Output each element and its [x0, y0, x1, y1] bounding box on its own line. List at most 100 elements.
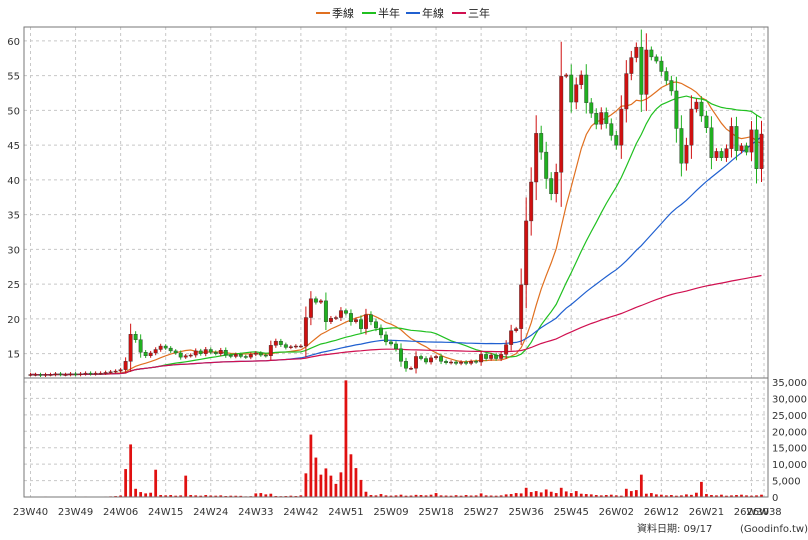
- volume-bar: [685, 494, 688, 497]
- candle-body: [123, 361, 128, 370]
- volume-bar: [619, 495, 623, 497]
- candle-body: [419, 356, 423, 359]
- volume-bar: [564, 491, 568, 497]
- candle-body: [504, 344, 509, 355]
- candle-body: [138, 339, 143, 353]
- candle-body: [544, 151, 549, 179]
- candle-body: [449, 361, 454, 364]
- candle-body: [579, 74, 584, 85]
- candle-body: [323, 300, 328, 322]
- volume-bar: [189, 495, 193, 497]
- candle-body: [699, 101, 704, 117]
- candle-body: [584, 74, 589, 103]
- x-tick-label: 26W30: [734, 507, 769, 518]
- volume-bar: [144, 493, 148, 497]
- volume-bar: [469, 495, 473, 497]
- candle-body: [278, 340, 283, 345]
- candle-body: [348, 313, 353, 322]
- candle-body: [148, 352, 153, 356]
- candle-body: [268, 345, 273, 356]
- volume-panel-frame: [23, 377, 769, 498]
- volume-bar: [454, 495, 458, 497]
- x-tick-label: 24W42: [283, 507, 318, 518]
- volume-bar: [134, 488, 138, 497]
- candle-body: [414, 356, 418, 369]
- volume-bar: [409, 495, 413, 497]
- candle-body: [519, 284, 524, 329]
- x-tick-label: 23W49: [58, 507, 93, 518]
- legend-label: 年線: [422, 6, 444, 20]
- candle-body: [534, 133, 539, 183]
- candle-body: [609, 123, 614, 136]
- candle-body: [634, 46, 639, 58]
- candle-body: [343, 310, 348, 314]
- volume-bar: [389, 495, 393, 497]
- volume-bar: [399, 494, 403, 497]
- volume-bar: [534, 491, 538, 497]
- candle-body: [409, 368, 413, 370]
- volume-bar: [154, 469, 158, 497]
- volume-bar: [414, 494, 418, 497]
- volume-bar: [459, 495, 463, 497]
- x-tick-label: 24W51: [328, 507, 363, 518]
- volume-bar: [604, 495, 608, 497]
- candle-body: [93, 372, 98, 375]
- volume-bar: [489, 495, 493, 497]
- volume-bar: [439, 495, 443, 497]
- legend-item-year: 年線: [406, 6, 444, 20]
- candle-body: [389, 341, 393, 345]
- candle-body: [193, 350, 198, 356]
- volume-bar: [705, 494, 708, 497]
- volume-bar: [654, 494, 658, 497]
- volume-bar: [354, 468, 358, 497]
- candle-body: [654, 56, 659, 62]
- candle-body: [674, 90, 679, 129]
- candle-body: [128, 334, 133, 362]
- candle-body: [629, 57, 634, 74]
- price-tick-label: 15: [7, 350, 20, 361]
- candle-body: [133, 334, 138, 340]
- candle-body: [564, 74, 569, 77]
- volume-bar: [464, 495, 468, 497]
- volume-bar: [364, 491, 368, 497]
- volume-bar: [549, 491, 553, 497]
- volume-bar: [579, 493, 583, 497]
- candle-body: [168, 347, 173, 352]
- volume-tick-label: 30,000: [772, 394, 807, 405]
- candle-body: [158, 345, 163, 350]
- candle-body: [223, 349, 228, 356]
- candle-body: [233, 354, 238, 357]
- volume-bar: [424, 495, 428, 497]
- volume-bar: [479, 493, 483, 497]
- volume-bar: [599, 495, 603, 497]
- candle-body: [479, 354, 484, 363]
- candle-body: [574, 84, 579, 103]
- price-tick-label: 50: [7, 106, 20, 117]
- volume-bar: [609, 494, 613, 497]
- volume-bar: [199, 495, 203, 497]
- candle-body: [288, 346, 293, 348]
- volume-bar: [369, 495, 373, 497]
- candle-body: [624, 73, 629, 110]
- volume-bar: [304, 473, 308, 497]
- volume-bar: [259, 493, 263, 497]
- candle-body: [359, 319, 363, 329]
- candle-body: [639, 46, 644, 95]
- volume-bar: [499, 495, 503, 497]
- volume-bar: [539, 492, 543, 497]
- candle-body: [318, 300, 323, 303]
- volume-bar: [349, 454, 353, 497]
- candle-body: [338, 310, 343, 318]
- volume-bar: [434, 493, 438, 497]
- x-tick-label: 25W09: [373, 507, 408, 518]
- candle-body: [143, 352, 148, 356]
- volume-bar: [509, 494, 513, 497]
- candle-body: [48, 374, 53, 376]
- candle-body: [384, 334, 388, 343]
- candle-body: [98, 372, 103, 375]
- volume-bar: [239, 495, 243, 497]
- x-tick-label: 25W18: [418, 507, 453, 518]
- candle-body: [399, 348, 403, 362]
- candle-body: [679, 128, 684, 164]
